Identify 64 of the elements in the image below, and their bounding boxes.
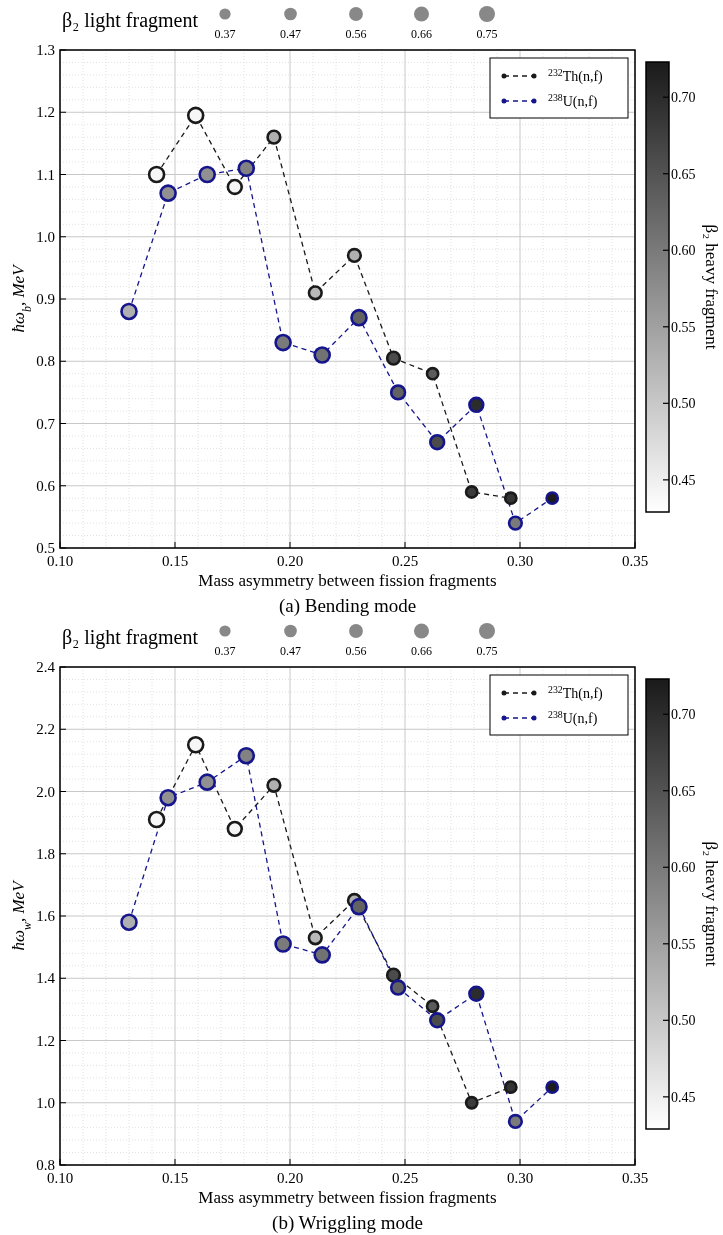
legend-label: $^{232}$Th(n,f) xyxy=(548,683,604,702)
color-bar-label: 0.55 xyxy=(671,319,696,335)
y-tick-label: 1.1 xyxy=(36,166,55,183)
y-tick-label: 0.5 xyxy=(36,540,55,556)
color-bar-title: β₂ heavy fragment xyxy=(702,841,721,967)
color-bar-label: 0.45 xyxy=(671,472,696,488)
y-tick-label: 1.0 xyxy=(36,228,55,245)
legend-label: $^{232}$Th(n,f) xyxy=(548,66,604,85)
legend-label: 0.47 xyxy=(280,644,301,658)
legend-label: 0.37 xyxy=(214,27,236,41)
y-tick-label: 1.0 xyxy=(36,1094,55,1111)
legend-label: 0.56 xyxy=(345,644,367,658)
y-tick-label: 2.2 xyxy=(36,721,55,738)
x-axis-title: Mass asymmetry between fission fragments xyxy=(198,571,497,590)
y-tick-label: 1.2 xyxy=(36,1032,55,1049)
color-bar-label: 0.60 xyxy=(671,860,696,876)
x-tick-label: 0.10 xyxy=(46,1170,74,1186)
y-tick-label: 0.6 xyxy=(36,477,56,494)
legend-label: $^{238}$U(n,f) xyxy=(548,91,598,110)
y-tick-label: 1.3 xyxy=(36,42,55,58)
x-tick-label: 0.15 xyxy=(161,1170,189,1186)
legend-title: β₂ light fragment xyxy=(62,9,199,32)
color-bar-label: 0.55 xyxy=(671,936,696,952)
x-axis-title: Mass asymmetry between fission fragments xyxy=(198,1188,497,1207)
legend-title: β₂ light fragment xyxy=(62,626,199,649)
color-bar-label: 0.60 xyxy=(671,243,696,259)
y-tick-label: 1.4 xyxy=(36,970,56,987)
color-bar-title: β₂ heavy fragment xyxy=(702,224,721,350)
color-bar-label: 0.45 xyxy=(671,1089,696,1105)
color-bar-label: 0.70 xyxy=(671,707,696,723)
legend-label: 0.75 xyxy=(476,644,498,658)
legend-label: 0.75 xyxy=(476,27,498,41)
color-bar-label: 0.50 xyxy=(671,396,696,412)
color-bar-label: 0.70 xyxy=(671,90,696,106)
x-tick-label: 0.35 xyxy=(621,1170,649,1186)
legend-label: 0.56 xyxy=(345,27,367,41)
x-tick-label: 0.25 xyxy=(391,1170,419,1186)
x-tick-label: 0.30 xyxy=(506,1170,534,1186)
y-tick-label: 1.6 xyxy=(36,908,56,924)
text: (b) Wriggling mode xyxy=(272,1212,423,1234)
x-tick-label: 0.30 xyxy=(506,553,534,569)
x-tick-label: 0.25 xyxy=(391,553,419,569)
x-tick-label: 0.15 xyxy=(161,553,189,569)
y-tick-label: 1.8 xyxy=(36,845,55,862)
y-tick-label: 0.8 xyxy=(36,1157,55,1173)
text: (a) Bending mode xyxy=(278,595,417,617)
x-tick-label: 0.35 xyxy=(621,553,649,569)
legend-label: 0.66 xyxy=(411,27,432,41)
y-tick-label: 1.2 xyxy=(36,104,55,121)
legend-label: 0.37 xyxy=(214,644,236,658)
x-tick-label: 0.10 xyxy=(46,553,74,569)
legend-label: $^{238}$U(n,f) xyxy=(548,708,598,727)
y-tick-label: 0.9 xyxy=(36,291,55,307)
color-bar-label: 0.65 xyxy=(671,783,696,799)
y-tick-label: 0.7 xyxy=(36,415,56,432)
color-bar-label: 0.65 xyxy=(671,166,696,182)
y-tick-label: 2.0 xyxy=(36,783,55,800)
legend-label: 0.66 xyxy=(411,644,432,658)
y-tick-label: 2.4 xyxy=(36,659,56,675)
legend-label: 0.47 xyxy=(280,27,301,41)
x-tick-label: 0.20 xyxy=(276,553,304,569)
x-tick-label: 0.20 xyxy=(276,1170,304,1186)
y-tick-label: 0.8 xyxy=(36,353,55,370)
color-bar-label: 0.50 xyxy=(671,1013,696,1029)
